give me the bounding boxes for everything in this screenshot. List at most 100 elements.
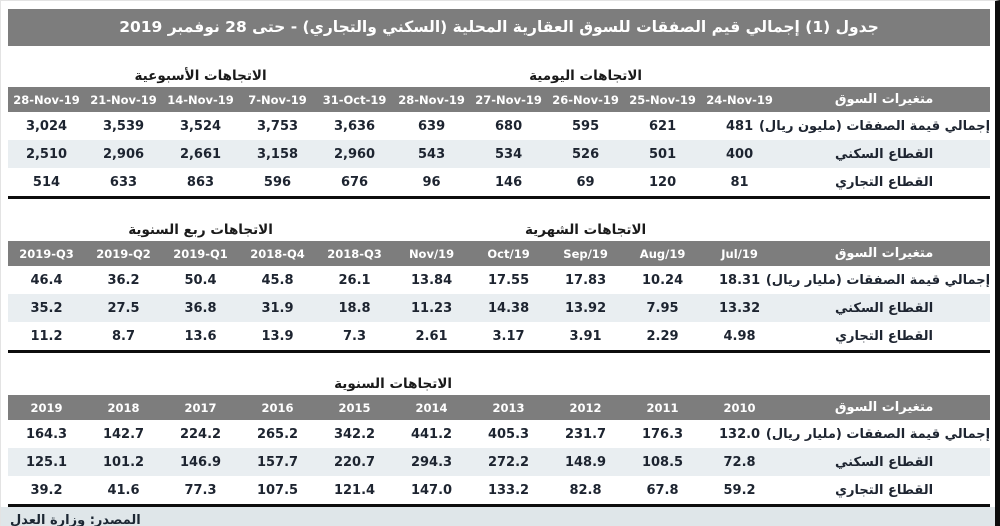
column-header: 25-Nov-19 xyxy=(624,87,702,112)
value-cell: 31.9 xyxy=(261,300,294,316)
quarterly-monthly-table: الاتجاهات ربع السنوية الاتجاهات الشهرية 20… xyxy=(8,214,991,353)
value-cell: 121.4 xyxy=(333,482,376,498)
value-cell: 11.23 xyxy=(411,300,453,316)
column-header: 7-Nov-19 xyxy=(239,87,316,112)
column-header-row: 2019-Q3 2019-Q2 2019-Q1 2018-Q4 2018-Q3 Nov/1… xyxy=(8,241,991,266)
value-cell: 164.3 xyxy=(25,426,68,442)
column-header: Aug/19 xyxy=(624,241,702,266)
group-header-spacer xyxy=(778,60,991,87)
table-row: 2,510 2,906 2,661 3,158 2,960 543 534 526 501 400… xyxy=(8,140,991,168)
value-cell: 2.61 xyxy=(415,328,448,344)
value-cell: 676 xyxy=(340,174,369,190)
column-header: 14-Nov-19 xyxy=(162,87,239,112)
value-cell: 3,524 xyxy=(179,118,222,134)
value-cell: 67.8 xyxy=(646,482,679,498)
value-cell: 36.8 xyxy=(184,300,217,316)
value-cell: 108.5 xyxy=(641,454,684,470)
column-header: 2011 xyxy=(624,395,701,420)
value-cell: 14.38 xyxy=(488,300,530,316)
value-cell: 596 xyxy=(263,174,292,190)
value-cell: 7.95 xyxy=(646,300,679,316)
value-cell: 2.29 xyxy=(646,328,679,344)
group-header: الاتجاهات الأسبوعية xyxy=(8,60,394,87)
value-cell: 595 xyxy=(571,118,600,134)
table-row: 11.2 8.7 13.6 13.9 7.3 2.61 3.17 3.91 2.29 4.98 ال… xyxy=(8,322,990,352)
value-cell: 405.3 xyxy=(487,426,530,442)
group-header: الاتجاهات الشهرية xyxy=(393,214,779,241)
value-cell: 13.84 xyxy=(411,272,453,288)
value-cell: 4.98 xyxy=(723,328,756,344)
value-cell: 36.2 xyxy=(107,272,140,288)
value-cell: 2,510 xyxy=(25,146,68,162)
value-cell: 514 xyxy=(32,174,61,190)
value-cell: 96 xyxy=(422,174,441,190)
value-cell: 2,906 xyxy=(102,146,145,162)
value-cell: 125.1 xyxy=(25,454,68,470)
group-header: الاتجاهات السنوية xyxy=(8,368,779,395)
value-cell: 2,960 xyxy=(333,146,376,162)
value-cell: 148.9 xyxy=(564,454,607,470)
row-label: القطاع التجاري xyxy=(835,328,934,344)
weekly-daily-table: الاتجاهات الأسبوعية الاتجاهات اليومية 28-N… xyxy=(8,60,991,199)
value-cell: 142.7 xyxy=(102,426,145,442)
value-cell: 120 xyxy=(648,174,677,190)
value-cell: 3,024 xyxy=(25,118,68,134)
value-cell: 39.2 xyxy=(30,482,63,498)
value-cell: 231.7 xyxy=(564,426,607,442)
column-header: 28-Nov-19 xyxy=(393,87,471,112)
annual-table: الاتجاهات السنوية 2019 2018 2017 2016 2015 201… xyxy=(8,368,991,507)
value-cell: 621 xyxy=(648,118,677,134)
column-header-row: 2019 2018 2017 2016 2015 2014 2013 2012 2011 2010… xyxy=(8,395,991,420)
table-row: 35.2 27.5 36.8 31.9 18.8 11.23 14.38 13.92 7.95 1… xyxy=(8,294,991,322)
value-cell: 107.5 xyxy=(256,482,299,498)
column-header: 27-Nov-19 xyxy=(470,87,548,112)
value-cell: 17.83 xyxy=(565,272,607,288)
table-row: 39.2 41.6 77.3 107.5 121.4 147.0 133.2 82.8 67.8… xyxy=(8,476,990,506)
column-header-row: 28-Nov-19 21-Nov-19 14-Nov-19 7-Nov-19 31-Oc… xyxy=(8,87,991,112)
value-cell: 3.17 xyxy=(492,328,525,344)
value-cell: 400 xyxy=(726,146,754,162)
column-header: Sep/19 xyxy=(547,241,625,266)
column-header: 2019-Q1 xyxy=(162,241,239,266)
value-cell: 7.3 xyxy=(343,328,367,344)
group-header-row: الاتجاهات السنوية xyxy=(8,368,991,395)
value-cell: 534 xyxy=(494,146,523,162)
label-column-header: متغيرات السوق xyxy=(778,395,991,420)
value-cell: 294.3 xyxy=(410,454,453,470)
value-cell: 72.8 xyxy=(723,454,756,470)
source-note: المصدر: وزارة العدل xyxy=(1,507,995,526)
value-cell: 35.2 xyxy=(30,300,63,316)
value-cell: 543 xyxy=(417,146,446,162)
column-header: 2018 xyxy=(85,395,162,420)
value-cell: 176.3 xyxy=(641,426,684,442)
value-cell: 272.2 xyxy=(487,454,530,470)
row-label: القطاع السكني xyxy=(834,454,934,470)
value-cell: 10.24 xyxy=(642,272,684,288)
group-header-row: الاتجاهات ربع السنوية الاتجاهات الشهرية xyxy=(8,214,991,241)
column-header: 2015 xyxy=(316,395,393,420)
value-cell: 147.0 xyxy=(410,482,453,498)
group-header-spacer xyxy=(778,214,991,241)
group-header: الاتجاهات ربع السنوية xyxy=(8,214,394,241)
column-header: 24-Nov-19 xyxy=(701,87,779,112)
group-header-row: الاتجاهات الأسبوعية الاتجاهات اليومية xyxy=(8,60,991,87)
column-header: 28-Nov-19 xyxy=(8,87,85,112)
group-header-spacer xyxy=(778,368,991,395)
value-cell: 3.91 xyxy=(569,328,602,344)
row-label: القطاع التجاري xyxy=(835,482,934,498)
value-cell: 3,753 xyxy=(256,118,299,134)
column-header: 2019 xyxy=(8,395,85,420)
row-label: إجمالي قيمة الصفقات (مليار ريال) xyxy=(765,272,991,288)
column-header: Nov/19 xyxy=(393,241,471,266)
label-column-header: متغيرات السوق xyxy=(778,87,991,112)
value-cell: 50.4 xyxy=(184,272,217,288)
value-cell: 46.4 xyxy=(30,272,63,288)
value-cell: 146 xyxy=(494,174,523,190)
value-cell: 157.7 xyxy=(256,454,299,470)
column-header: 31-Oct-19 xyxy=(316,87,394,112)
value-cell: 8.7 xyxy=(111,328,136,344)
value-cell: 11.2 xyxy=(30,328,63,344)
value-cell: 82.8 xyxy=(569,482,602,498)
group-header: الاتجاهات اليومية xyxy=(393,60,779,87)
value-cell: 132.0 xyxy=(718,426,761,442)
